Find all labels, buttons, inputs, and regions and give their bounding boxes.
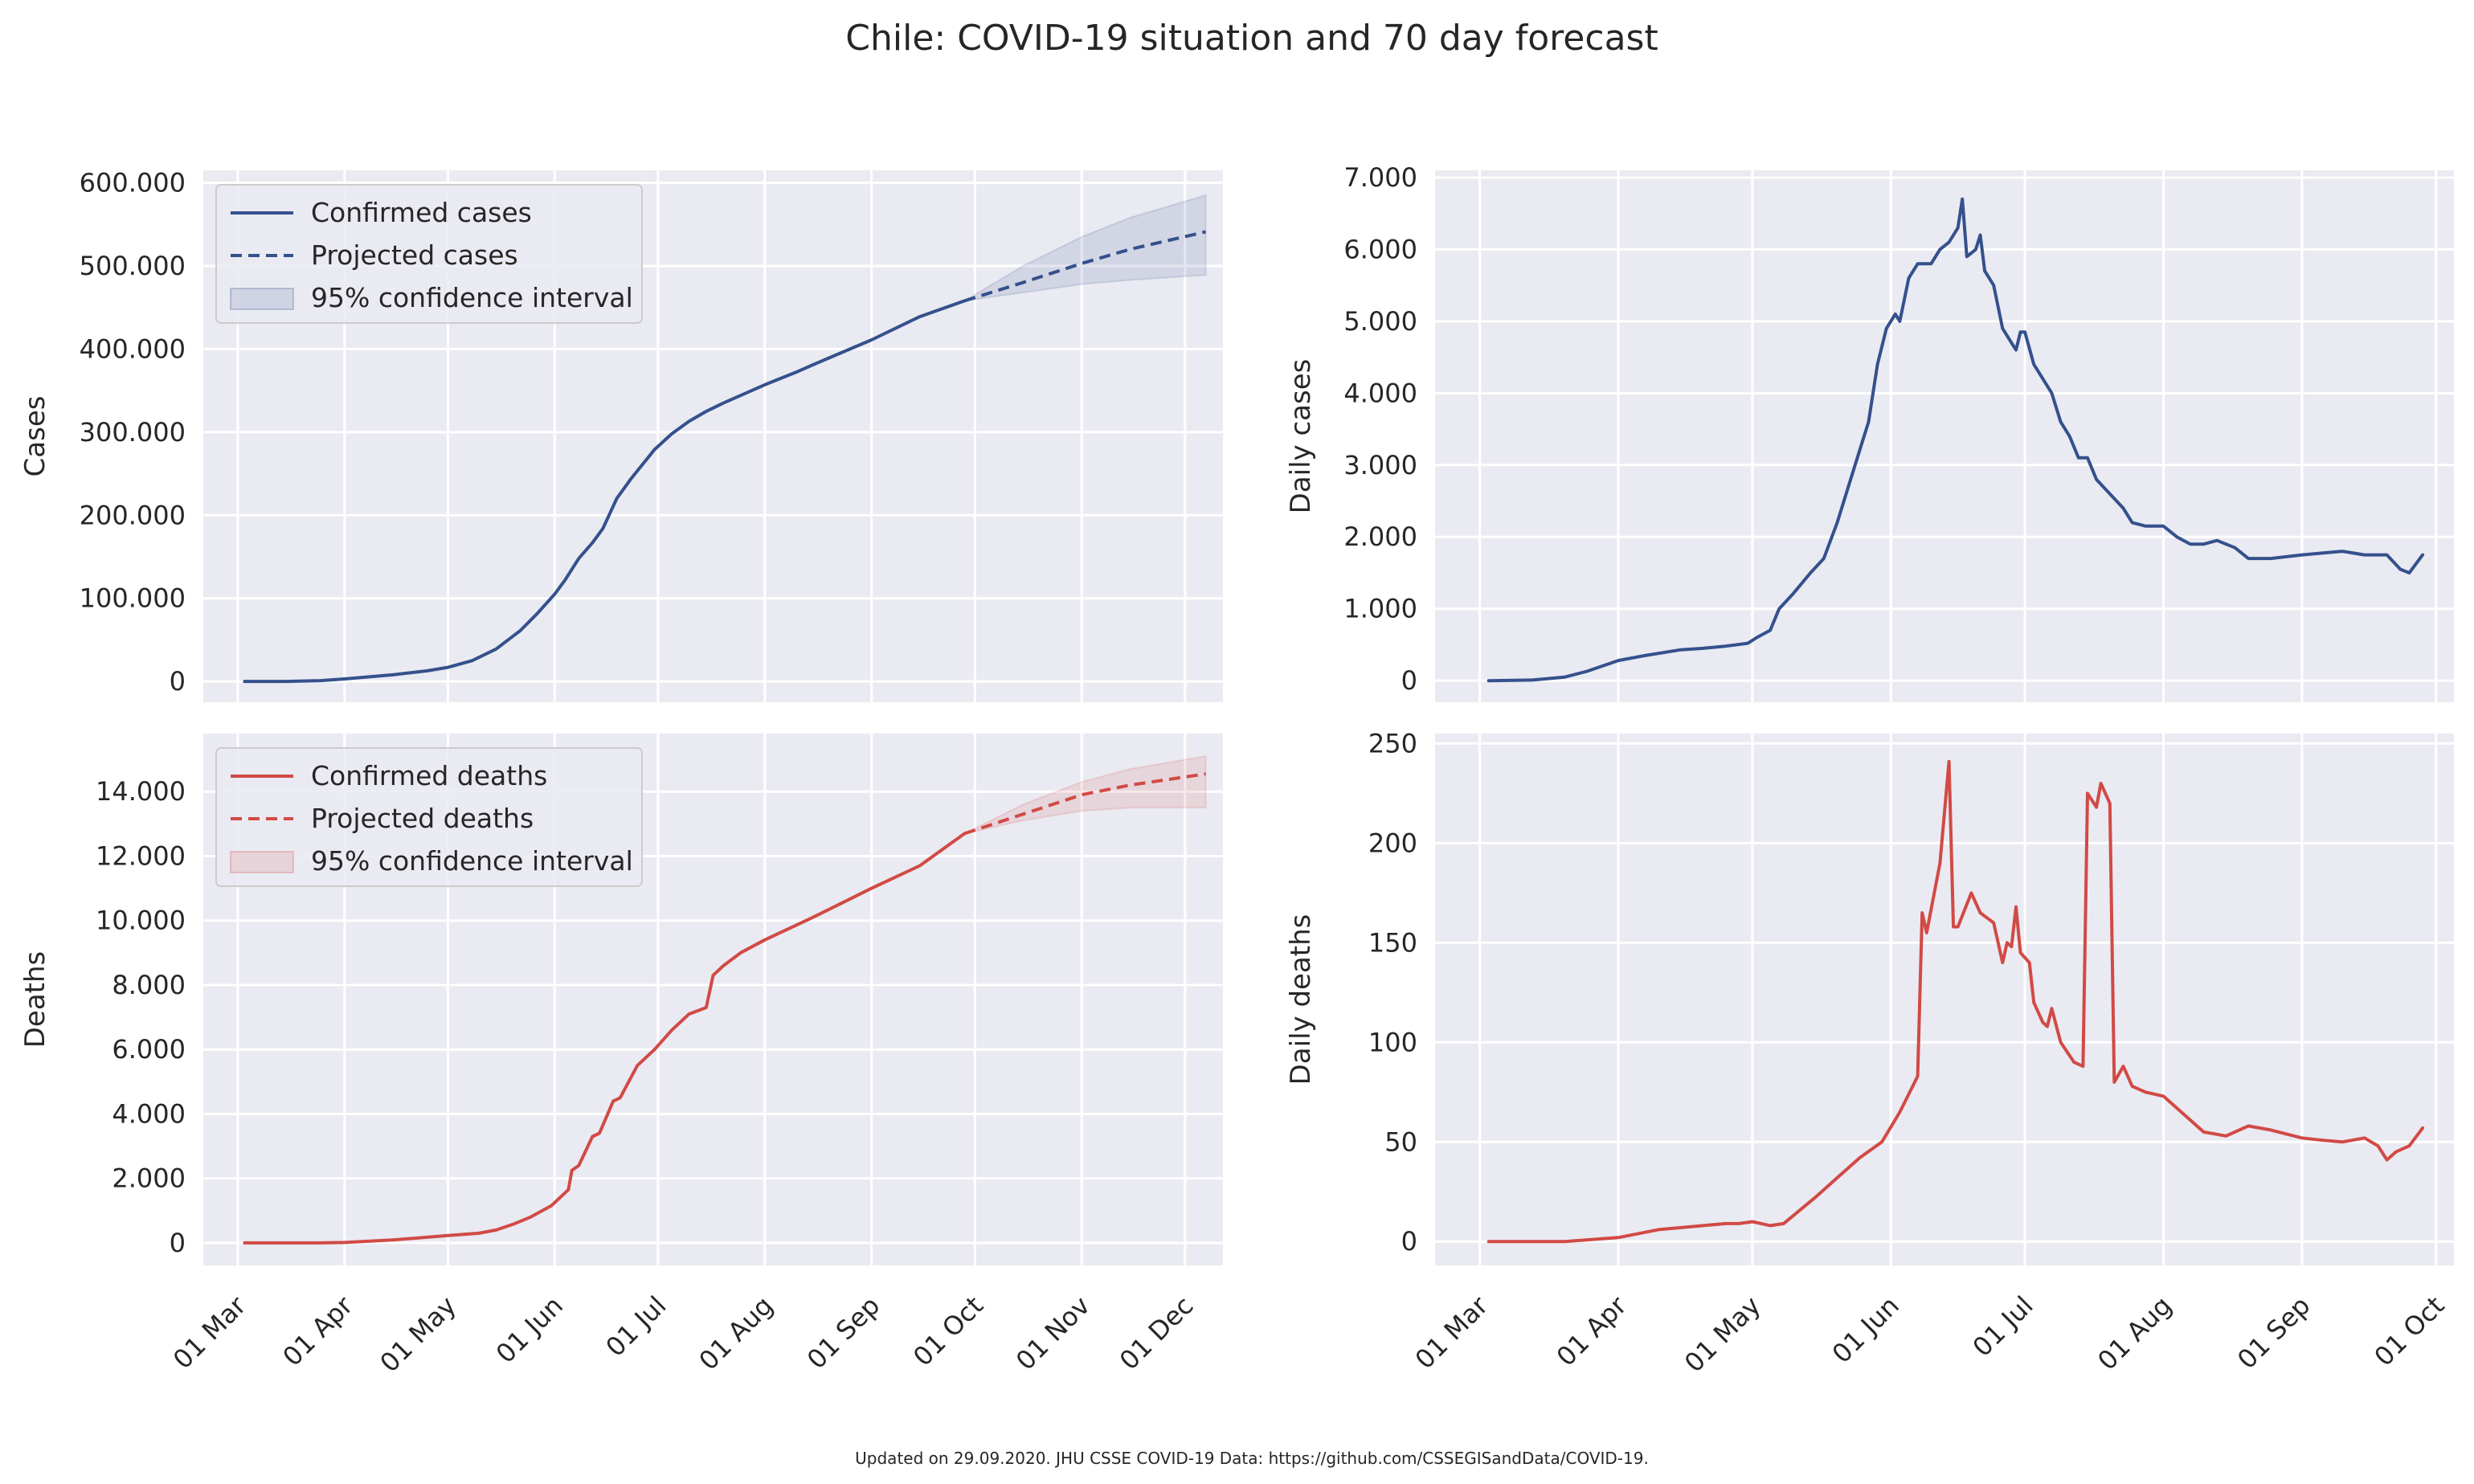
y-tick-label: 4.000 <box>112 1098 186 1129</box>
plot-area <box>1435 170 2454 702</box>
projected-series-line <box>963 230 1207 303</box>
legend: Confirmed deaths Projected deaths 95% conf… <box>215 747 643 887</box>
x-tick-label: 01 Apr <box>1551 1290 1634 1372</box>
y-tick-label: 1.000 <box>1343 594 1417 624</box>
y-tick-label: 10.000 <box>96 906 186 936</box>
daily-deaths-panel: 0 50 100 150 200 250 01 Mar 01 Apr 01 May 01 Jun 0… <box>1285 728 2454 1378</box>
figure-title: Chile: COVID-19 situation and 70 day for… <box>845 18 1658 59</box>
y-tick-label: 400.000 <box>80 333 186 364</box>
y-tick-label: 200 <box>1368 828 1417 858</box>
y-tick-label: 0 <box>1401 1226 1417 1257</box>
y-tick-label: 150 <box>1368 927 1417 958</box>
legend-swatch-band <box>230 851 294 873</box>
legend-entry-label: Confirmed deaths <box>311 760 547 791</box>
y-axis-label: Cases <box>19 396 51 477</box>
legend-frame <box>215 184 643 324</box>
projected-series-line <box>963 772 1206 836</box>
confidence-band <box>964 754 1207 835</box>
y-tick-label: 600.000 <box>80 168 186 198</box>
confirmed-series-line <box>1486 197 2425 683</box>
x-tick-label: 01 Jul <box>599 1290 672 1363</box>
y-tick-label: 0 <box>170 1228 186 1258</box>
y-tick-label: 4.000 <box>1343 378 1417 408</box>
legend-entry-label: Confirmed cases <box>311 197 532 228</box>
y-tick-label: 6.000 <box>112 1034 186 1065</box>
confidence-band <box>963 194 1207 302</box>
legend-frame <box>215 747 643 887</box>
x-tick-label: 01 Jul <box>1967 1290 2039 1363</box>
x-tick-label: 01 Jun <box>1826 1290 1905 1369</box>
x-tick-label: 01 Sep <box>2231 1290 2317 1376</box>
y-tick-label: 200.000 <box>80 500 186 530</box>
y-tick-label: 2.000 <box>1343 521 1417 552</box>
footer-note: Updated on 29.09.2020. JHU CSSE COVID-19… <box>855 1449 1649 1468</box>
deaths-panel: 0 2.000 4.000 6.000 8.000 10.000 12.000 14.000 0… <box>19 734 1223 1378</box>
legend-swatch-band <box>230 288 294 310</box>
y-axis-label: Daily deaths <box>1285 914 1317 1085</box>
y-tick-label: 6.000 <box>1343 234 1417 264</box>
cases-panel: 0 100.000 200.000 300.000 400.000 500.000 600.… <box>19 168 1223 702</box>
x-tick-label: 01 Aug <box>2092 1290 2178 1376</box>
y-tick-label: 3.000 <box>1343 450 1417 480</box>
confirmed-series-line <box>1486 759 2425 1244</box>
y-tick-label: 300.000 <box>80 417 186 448</box>
y-tick-label: 100 <box>1368 1027 1417 1057</box>
x-tick-label: 01 May <box>374 1290 462 1379</box>
x-tick-label: 01 Jun <box>490 1290 569 1369</box>
legend-entry-label: Projected cases <box>311 239 518 271</box>
y-tick-label: 8.000 <box>112 970 186 1000</box>
x-tick-label: 01 Nov <box>1010 1290 1096 1376</box>
y-tick-label: 5.000 <box>1343 306 1417 337</box>
x-tick-label: 01 Mar <box>167 1290 252 1375</box>
y-tick-label: 50 <box>1384 1126 1417 1157</box>
y-tick-label: 14.000 <box>96 776 186 807</box>
x-tick-label: 01 Aug <box>693 1290 779 1376</box>
y-axis-label: Daily cases <box>1285 359 1317 514</box>
y-tick-label: 12.000 <box>96 840 186 871</box>
y-axis-label: Deaths <box>19 951 51 1049</box>
y-tick-label: 500.000 <box>80 251 186 281</box>
x-tick-label: 01 Mar <box>1409 1290 1495 1375</box>
confirmed-series-line <box>243 299 967 684</box>
x-tick-label: 01 May <box>1679 1290 1767 1379</box>
x-tick-label: 01 Dec <box>1114 1290 1200 1376</box>
x-tick-label: 01 Sep <box>801 1290 886 1376</box>
y-tick-label: 250 <box>1368 728 1417 758</box>
confirmed-series-line <box>243 832 967 1245</box>
x-tick-label: 01 Oct <box>2368 1290 2450 1372</box>
y-tick-label: 0 <box>1401 665 1417 696</box>
x-tick-label: 01 Apr <box>276 1290 359 1372</box>
legend-entry-label: Projected deaths <box>311 803 534 834</box>
x-tick-label: 01 Oct <box>907 1290 989 1372</box>
y-tick-label: 100.000 <box>80 583 186 614</box>
legend: Confirmed cases Projected cases 95% confid… <box>215 184 643 324</box>
y-tick-label: 2.000 <box>112 1163 186 1194</box>
y-tick-label: 7.000 <box>1343 162 1417 193</box>
legend-entry-label: 95% confidence interval <box>311 845 633 877</box>
y-tick-label: 0 <box>170 666 186 697</box>
legend-entry-label: 95% confidence interval <box>311 282 633 313</box>
daily-cases-panel: 0 1.000 2.000 3.000 4.000 5.000 6.000 7.000 Dail… <box>1285 162 2454 702</box>
